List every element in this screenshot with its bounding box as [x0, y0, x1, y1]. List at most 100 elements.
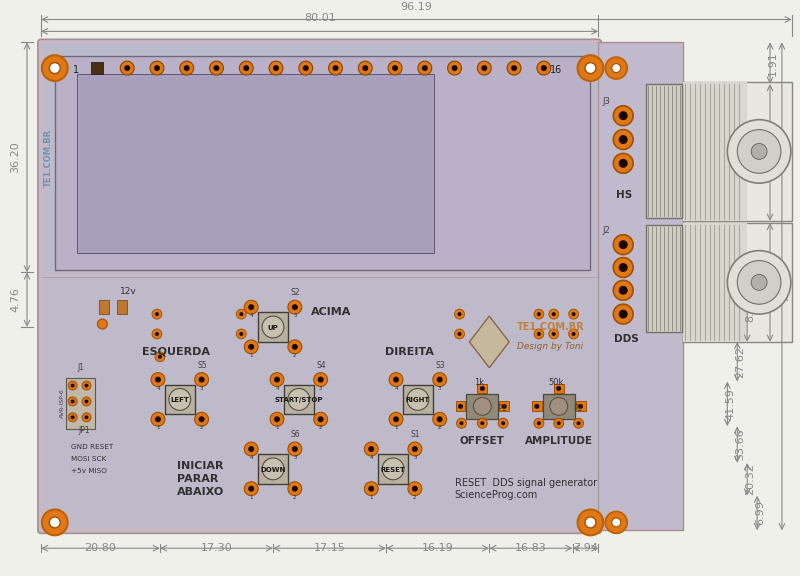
Circle shape	[552, 332, 556, 336]
Circle shape	[85, 415, 89, 419]
Text: 3: 3	[200, 385, 203, 391]
Circle shape	[273, 65, 279, 71]
Circle shape	[618, 111, 628, 120]
Text: 20.80: 20.80	[85, 543, 116, 553]
Circle shape	[437, 377, 442, 382]
Text: 1: 1	[73, 65, 78, 75]
Circle shape	[751, 274, 767, 290]
Circle shape	[458, 332, 462, 336]
Circle shape	[288, 482, 302, 496]
Text: 6.99: 6.99	[755, 501, 765, 525]
Text: AMPLITUDE: AMPLITUDE	[525, 436, 593, 446]
Circle shape	[448, 61, 462, 75]
Circle shape	[155, 332, 159, 336]
Circle shape	[184, 65, 190, 71]
Text: Design by Toni: Design by Toni	[517, 342, 583, 351]
Circle shape	[454, 329, 465, 339]
Text: 50k: 50k	[549, 377, 564, 386]
Circle shape	[269, 61, 283, 75]
Text: 4: 4	[156, 385, 160, 391]
Text: 3: 3	[438, 385, 442, 391]
Circle shape	[612, 63, 621, 73]
Text: 4: 4	[250, 313, 253, 318]
Circle shape	[577, 421, 581, 425]
Circle shape	[194, 373, 209, 386]
Text: S2: S2	[291, 288, 300, 297]
Circle shape	[537, 421, 541, 425]
Circle shape	[85, 384, 89, 388]
Text: OFFSET: OFFSET	[460, 436, 505, 446]
Circle shape	[288, 389, 310, 410]
Bar	[99, 300, 110, 314]
Circle shape	[433, 412, 446, 426]
Text: P2: P2	[574, 404, 583, 414]
Circle shape	[393, 416, 399, 422]
Circle shape	[329, 61, 342, 75]
Circle shape	[618, 263, 628, 272]
Circle shape	[158, 355, 162, 359]
Text: 80.01: 80.01	[304, 13, 335, 24]
Circle shape	[318, 416, 324, 422]
Circle shape	[578, 510, 603, 535]
Bar	[499, 401, 509, 411]
Text: 7.94: 7.94	[573, 543, 598, 553]
Bar	[258, 454, 288, 484]
Circle shape	[155, 352, 165, 362]
Text: 20.32: 20.32	[745, 463, 755, 495]
Bar	[43, 44, 597, 274]
Circle shape	[150, 61, 164, 75]
Bar	[682, 223, 792, 342]
Circle shape	[288, 300, 302, 314]
Text: RESET  DDS signal generator: RESET DDS signal generator	[454, 478, 597, 488]
Circle shape	[155, 416, 161, 422]
Circle shape	[478, 418, 487, 428]
Circle shape	[618, 159, 628, 168]
Text: 2: 2	[293, 353, 297, 358]
Text: ACIMA: ACIMA	[310, 307, 351, 317]
Text: S1: S1	[411, 430, 421, 439]
Circle shape	[614, 153, 633, 173]
Text: 27.62: 27.62	[735, 346, 746, 378]
Text: DIREITA: DIREITA	[385, 347, 434, 357]
Circle shape	[478, 61, 491, 75]
Circle shape	[98, 319, 107, 329]
Circle shape	[198, 416, 205, 422]
Circle shape	[368, 446, 374, 452]
Text: ESQUERDA: ESQUERDA	[142, 347, 210, 357]
Circle shape	[552, 312, 556, 316]
Circle shape	[556, 386, 561, 391]
Circle shape	[333, 65, 338, 71]
Circle shape	[614, 130, 633, 149]
Circle shape	[389, 373, 403, 386]
Circle shape	[239, 61, 253, 75]
Text: 4: 4	[394, 385, 398, 391]
Circle shape	[239, 332, 243, 336]
Text: 33.66: 33.66	[735, 429, 746, 460]
Text: 1k: 1k	[474, 377, 485, 386]
Circle shape	[244, 482, 258, 496]
Circle shape	[557, 421, 561, 425]
Circle shape	[550, 397, 568, 415]
Text: 19.68: 19.68	[768, 267, 778, 298]
Circle shape	[239, 312, 243, 316]
Text: 1: 1	[156, 425, 160, 430]
Text: 1: 1	[370, 495, 373, 499]
Circle shape	[299, 61, 313, 75]
Circle shape	[459, 421, 463, 425]
Circle shape	[358, 61, 372, 75]
Circle shape	[480, 386, 485, 391]
Circle shape	[85, 399, 89, 403]
Text: JP1: JP1	[78, 426, 90, 435]
Circle shape	[418, 61, 432, 75]
Text: 17.15: 17.15	[314, 543, 346, 553]
Circle shape	[42, 510, 68, 535]
Text: 4: 4	[250, 455, 253, 460]
Circle shape	[120, 61, 134, 75]
Circle shape	[70, 399, 74, 403]
Text: 3: 3	[413, 455, 417, 460]
Circle shape	[534, 404, 539, 409]
Text: UP: UP	[268, 325, 278, 331]
Text: MOSI SCK: MOSI SCK	[70, 456, 106, 462]
Circle shape	[480, 421, 484, 425]
Circle shape	[318, 377, 324, 382]
